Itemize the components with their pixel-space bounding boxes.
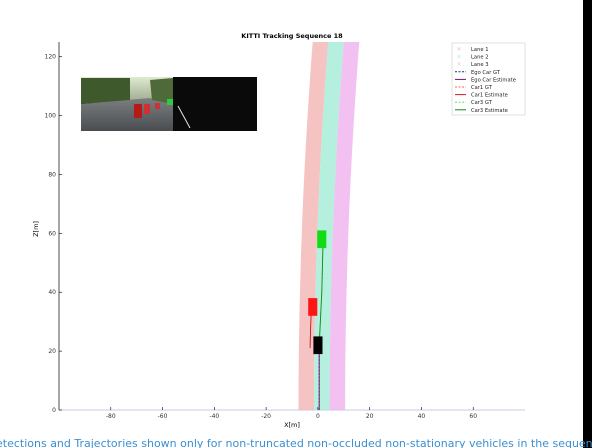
y-tick-label: 20	[48, 348, 56, 355]
legend-label: Ego Car Estimate	[471, 77, 516, 83]
series-car3-estimate	[318, 239, 324, 346]
vehicle-car3	[317, 230, 327, 249]
x-tick-label: -60	[158, 413, 168, 420]
x-axis-label: X[m]	[284, 421, 300, 429]
lane-band-3	[329, 42, 360, 410]
x-tick-label: 60	[469, 413, 477, 420]
figure-caption: etections and Trajectories shown only fo…	[0, 437, 592, 448]
x-tick-label: 20	[366, 413, 374, 420]
y-tick-label: 40	[48, 289, 56, 296]
vehicle-ego-car	[313, 336, 323, 355]
x-tick-label: -20	[261, 413, 271, 420]
lanes-layer	[298, 42, 360, 410]
legend-marker: ×	[456, 46, 461, 53]
legend-label: Car3 Estimate	[471, 108, 508, 114]
axis-ticks: -80 -60 -40 -20 0 20 40 60 0 20 40 60 80 100 120	[45, 54, 478, 420]
trajectories-layer	[309, 239, 324, 410]
x-tick-label: 0	[316, 413, 320, 420]
legend-label: Ego Car GT	[471, 70, 501, 76]
x-tick-label: 40	[418, 413, 426, 420]
y-tick-label: 80	[48, 171, 56, 178]
y-tick-label: 120	[45, 54, 57, 61]
chart-title: KITTI Tracking Sequence 18	[241, 32, 343, 40]
x-tick-label: -80	[106, 413, 116, 420]
y-axis-label: Z[m]	[32, 221, 40, 237]
x-tick-label: -40	[209, 413, 219, 420]
legend-label: Lane 1	[471, 47, 489, 53]
vehicles-layer	[308, 230, 327, 355]
vehicle-car1	[308, 298, 318, 316]
lane-band-1	[298, 42, 329, 410]
y-tick-label: 60	[48, 230, 56, 237]
legend-marker: ×	[456, 54, 461, 61]
legend-marker: ×	[456, 61, 461, 68]
lane-band-2	[314, 42, 344, 410]
camera-frame-inset	[81, 77, 257, 131]
legend-label: Lane 2	[471, 55, 489, 61]
window-edge	[583, 0, 592, 448]
legend-label: Car1 Estimate	[471, 93, 508, 99]
legend-label: Car3 GT	[471, 100, 493, 106]
y-tick-label: 100	[45, 113, 57, 120]
legend-label: Car1 GT	[471, 85, 493, 91]
legend-label: Lane 3	[471, 62, 489, 68]
y-tick-label: 0	[52, 407, 56, 414]
